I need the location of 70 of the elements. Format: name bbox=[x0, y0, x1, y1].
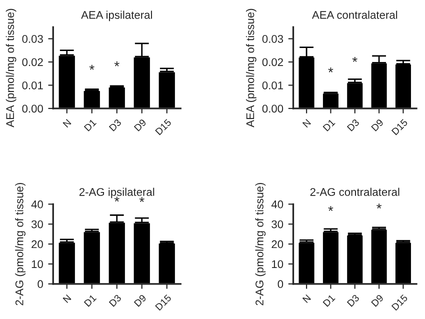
y-axis-title: AEA (pmol/mg of tissue) bbox=[246, 8, 256, 128]
y-tick-label: 0.01 bbox=[262, 81, 283, 90]
x-tick-label: D1 bbox=[84, 294, 97, 307]
bar bbox=[82, 90, 102, 108]
x-tick-label: D15 bbox=[391, 118, 408, 136]
y-axis-title: AEA (pmol/mg of tissue) bbox=[6, 8, 16, 128]
bar bbox=[57, 54, 76, 108]
bar bbox=[394, 242, 412, 284]
y-tick-label: 0.02 bbox=[262, 58, 283, 66]
bar bbox=[132, 222, 152, 284]
x-tick-label: D3 bbox=[346, 294, 360, 307]
bar bbox=[346, 234, 364, 284]
x-tick-label: D15 bbox=[155, 118, 172, 136]
bar bbox=[297, 241, 316, 284]
annotation: * bbox=[376, 204, 382, 209]
y-tick-label: 30 bbox=[31, 220, 43, 228]
y-tick-label: 0.03 bbox=[22, 35, 43, 43]
x-tick-label: D9 bbox=[371, 118, 384, 132]
y-axis-title: 2-AG (pmol/mg of tissue) bbox=[15, 182, 26, 306]
x-tick-label: D3 bbox=[108, 294, 122, 307]
y-tick-label: 20 bbox=[272, 240, 284, 248]
y-tick-label: 10 bbox=[272, 260, 284, 268]
annotation: * bbox=[328, 67, 334, 72]
y-tick-label: 0 bbox=[38, 280, 43, 288]
x-tick-label: D3 bbox=[108, 118, 122, 132]
x-tick-label: D3 bbox=[346, 118, 360, 132]
bar bbox=[107, 86, 126, 108]
bar bbox=[57, 241, 76, 284]
x-tick-label: D9 bbox=[134, 118, 147, 132]
y-tick-label: 0.03 bbox=[262, 35, 284, 43]
x-tick-label: N bbox=[62, 294, 72, 304]
y-tick-label: 20 bbox=[32, 240, 43, 248]
y-tick-label: 10 bbox=[32, 260, 43, 268]
y-tick-label: 0 bbox=[278, 280, 284, 288]
y-axis-title: 2-AG (pmol/mg of tissue) bbox=[255, 182, 266, 306]
x-tick-label: D1 bbox=[322, 294, 336, 307]
annotation: * bbox=[352, 57, 358, 62]
y-tick-label: 0.02 bbox=[22, 58, 43, 66]
x-tick-label: D9 bbox=[371, 294, 384, 307]
bar bbox=[157, 242, 176, 284]
annotation: * bbox=[89, 64, 94, 70]
bar bbox=[157, 70, 176, 108]
x-tick-label: D9 bbox=[134, 294, 147, 307]
annotation: * bbox=[114, 61, 120, 66]
x-tick-label: D15 bbox=[391, 294, 408, 311]
annotation: * bbox=[114, 196, 120, 202]
y-tick-label: 40 bbox=[271, 200, 284, 208]
bar bbox=[394, 63, 412, 108]
y-tick-label: 0.01 bbox=[22, 81, 43, 90]
x-tick-label: N bbox=[62, 118, 72, 128]
bar bbox=[82, 230, 102, 284]
y-tick-label: 30 bbox=[272, 220, 284, 228]
bar bbox=[370, 228, 388, 284]
y-tick-label: 40 bbox=[31, 200, 43, 208]
x-tick-label: D1 bbox=[84, 118, 97, 132]
chart-title: 2-AG contralateral bbox=[310, 188, 400, 196]
x-tick-label: D15 bbox=[155, 294, 172, 311]
bar bbox=[346, 82, 364, 108]
x-tick-label: D1 bbox=[322, 118, 336, 132]
chart-title: 2-AG ipsilateral bbox=[79, 188, 154, 198]
x-tick-label: N bbox=[302, 118, 311, 128]
chart-title: AEA contralateral bbox=[312, 10, 398, 19]
bar bbox=[322, 230, 340, 284]
y-tick-label: 0.00 bbox=[22, 104, 43, 113]
bar bbox=[322, 92, 340, 108]
x-tick-label: N bbox=[302, 294, 311, 304]
annotation: * bbox=[139, 197, 144, 202]
chart-title: AEA ipsilateral bbox=[81, 10, 152, 22]
y-tick-label: 0.00 bbox=[262, 104, 284, 113]
annotation: * bbox=[328, 206, 334, 211]
